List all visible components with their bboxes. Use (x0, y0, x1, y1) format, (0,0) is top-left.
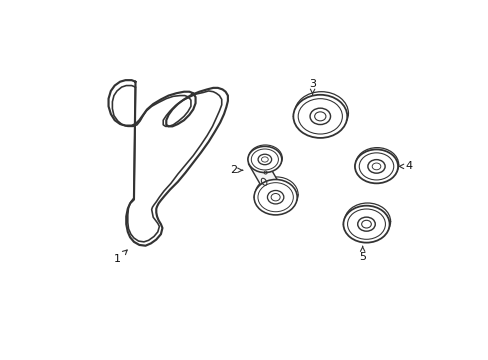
Text: 2: 2 (229, 165, 242, 175)
Text: 5: 5 (358, 247, 366, 262)
Text: 3: 3 (308, 79, 315, 95)
Ellipse shape (293, 95, 346, 138)
Ellipse shape (367, 159, 385, 173)
Text: 1: 1 (114, 250, 127, 264)
Ellipse shape (258, 154, 271, 165)
Ellipse shape (254, 180, 297, 215)
Ellipse shape (309, 108, 330, 125)
Ellipse shape (343, 206, 389, 243)
Text: 4: 4 (398, 161, 411, 171)
Ellipse shape (267, 190, 283, 204)
Ellipse shape (354, 149, 397, 183)
Ellipse shape (247, 147, 281, 172)
Polygon shape (248, 156, 284, 201)
Ellipse shape (357, 217, 374, 231)
